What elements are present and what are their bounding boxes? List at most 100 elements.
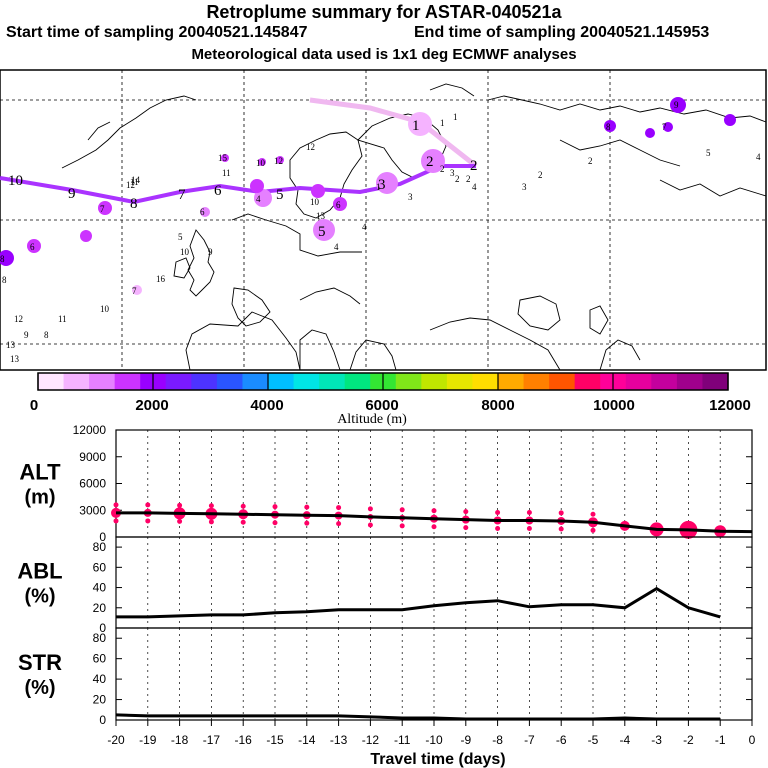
cluster-label: 4 [362,222,367,232]
sampling-start: Start time of sampling 20040521.145847 [6,24,308,41]
x-tick-label: -8 [492,733,503,747]
cluster-circle [132,285,142,295]
map-panel: 10 9 8 7 6 5 5 3 2 2 1 1 1 1 2 2 2 2 2 3… [0,69,767,371]
cluster-label: 4 [334,242,339,252]
cluster-label: 6 [30,242,35,252]
alt-cluster-dot [558,526,564,532]
cluster-label: 8 [44,330,49,340]
alt-cluster-dot [431,524,437,530]
series-line-str [115,713,721,721]
day-label: 9 [68,186,76,202]
sampling-end: End time of sampling 20040521.145953 [414,24,710,41]
cluster-label: 12 [126,180,135,190]
colorbar-swatch [165,373,192,390]
cluster-label: 5 [706,148,711,158]
x-tick-label: -9 [460,733,471,747]
y-tick-label: 6000 [79,477,106,491]
colorbar-swatch [268,373,295,390]
cluster-label: 10 [310,197,320,207]
colorbar-swatch [702,373,729,390]
cluster-label: 7 [132,286,137,296]
cluster-circle [221,154,229,162]
alt-cluster-dot [463,525,469,531]
y-tick-label: 60 [93,560,107,574]
x-tick-label: -16 [235,733,253,747]
cluster-label: 2 [455,174,460,184]
cluster-label: 10 [256,158,266,168]
cluster-label: 9 [208,247,213,257]
colorbar-swatch [446,373,473,390]
x-axis-label: Travel time (days) [370,751,505,768]
coastlines [61,83,767,371]
alt-cluster-dot [208,503,214,509]
cluster-label: 15 [218,153,228,163]
colorbar-swatch [293,373,320,390]
y-tick-label: 80 [93,631,107,645]
alt-cluster-dot [367,522,373,528]
colorbar-swatch [38,373,65,390]
cluster-label: 8 [606,122,611,132]
cluster-label: 2 [466,174,471,184]
colorbar-swatch [242,373,269,390]
alt-cluster-dot [304,504,310,510]
colorbar-swatch [63,373,90,390]
colorbar-swatch [114,373,141,390]
altitude-colorbar: 0 2000 4000 6000 8000 10000 12000 Altitude (m) [30,372,751,427]
colorbar-swatch [191,373,218,390]
cluster-circle [670,97,686,113]
panel-unit-str: (%) [24,677,55,699]
cluster-labels: 1 1 1 2 2 2 2 2 3 3 3 4 4 4 4 4 5 5 6 6 … [0,100,761,364]
colorbar-tick-label: 6000 [365,397,398,414]
cluster-label: 3 [522,182,527,192]
map-grid [0,70,766,370]
cluster-label: 2 [588,156,593,166]
y-tick-label: 0 [99,530,106,544]
cluster-label: 14 [131,175,141,185]
panel-unit-alt: (m) [24,487,55,509]
alt-cluster-dot [399,523,405,529]
alt-cluster-dot [336,505,342,511]
cluster-label: 13 [316,211,326,221]
colorbar-label: Altitude (m) [337,412,407,427]
colorbar-tick-label: 4000 [250,397,283,414]
colorbar-swatch [89,373,116,390]
cluster-circle [254,189,272,207]
x-tick-label: -13 [330,733,348,747]
cluster-label: 7 [100,204,105,214]
x-tick-label: -14 [298,733,316,747]
cluster-circle [604,120,616,132]
y-tick-label: 60 [93,652,107,666]
cluster-circle [258,158,266,166]
x-tick-label: -6 [556,733,567,747]
chart-title: Retroplume summary for ASTAR-040521a [206,2,562,22]
x-tick-label: -4 [619,733,630,747]
alt-cluster-dot [590,511,596,517]
series-line-alt [116,511,753,534]
alt-cluster-dot [304,520,310,526]
x-tick-label: -1 [715,733,726,747]
alt-cluster-dot [526,509,532,515]
alt-cluster-dot [177,518,183,524]
x-tick-label: -11 [394,733,411,747]
cluster-label: 4 [256,194,261,204]
colorbar-swatch [549,373,576,390]
x-tick-label: -18 [171,733,189,747]
y-tick-label: 20 [93,693,107,707]
colorbar-swatch [319,373,346,390]
colorbar-tick-label: 10000 [593,397,635,414]
cluster-label: 1 [440,118,445,128]
y-tick-label: 20 [93,601,107,615]
colorbar-swatch [216,373,243,390]
cluster-label: 9 [674,100,679,110]
cluster-label: 1 [376,182,381,192]
cluster-label: 16 [156,274,166,284]
plume-clusters [0,97,736,295]
alt-cluster-dot [495,509,501,515]
cluster-circle [0,250,14,266]
timeseries-panels: 030006000900012000ALT(m)020406080ABL(%)0… [17,423,755,768]
x-tick-label: -19 [139,733,157,747]
x-tick-label: 0 [749,733,756,747]
x-tick-label: -17 [203,733,221,747]
y-tick-label: 12000 [73,423,107,437]
near-field-plume [309,97,478,168]
